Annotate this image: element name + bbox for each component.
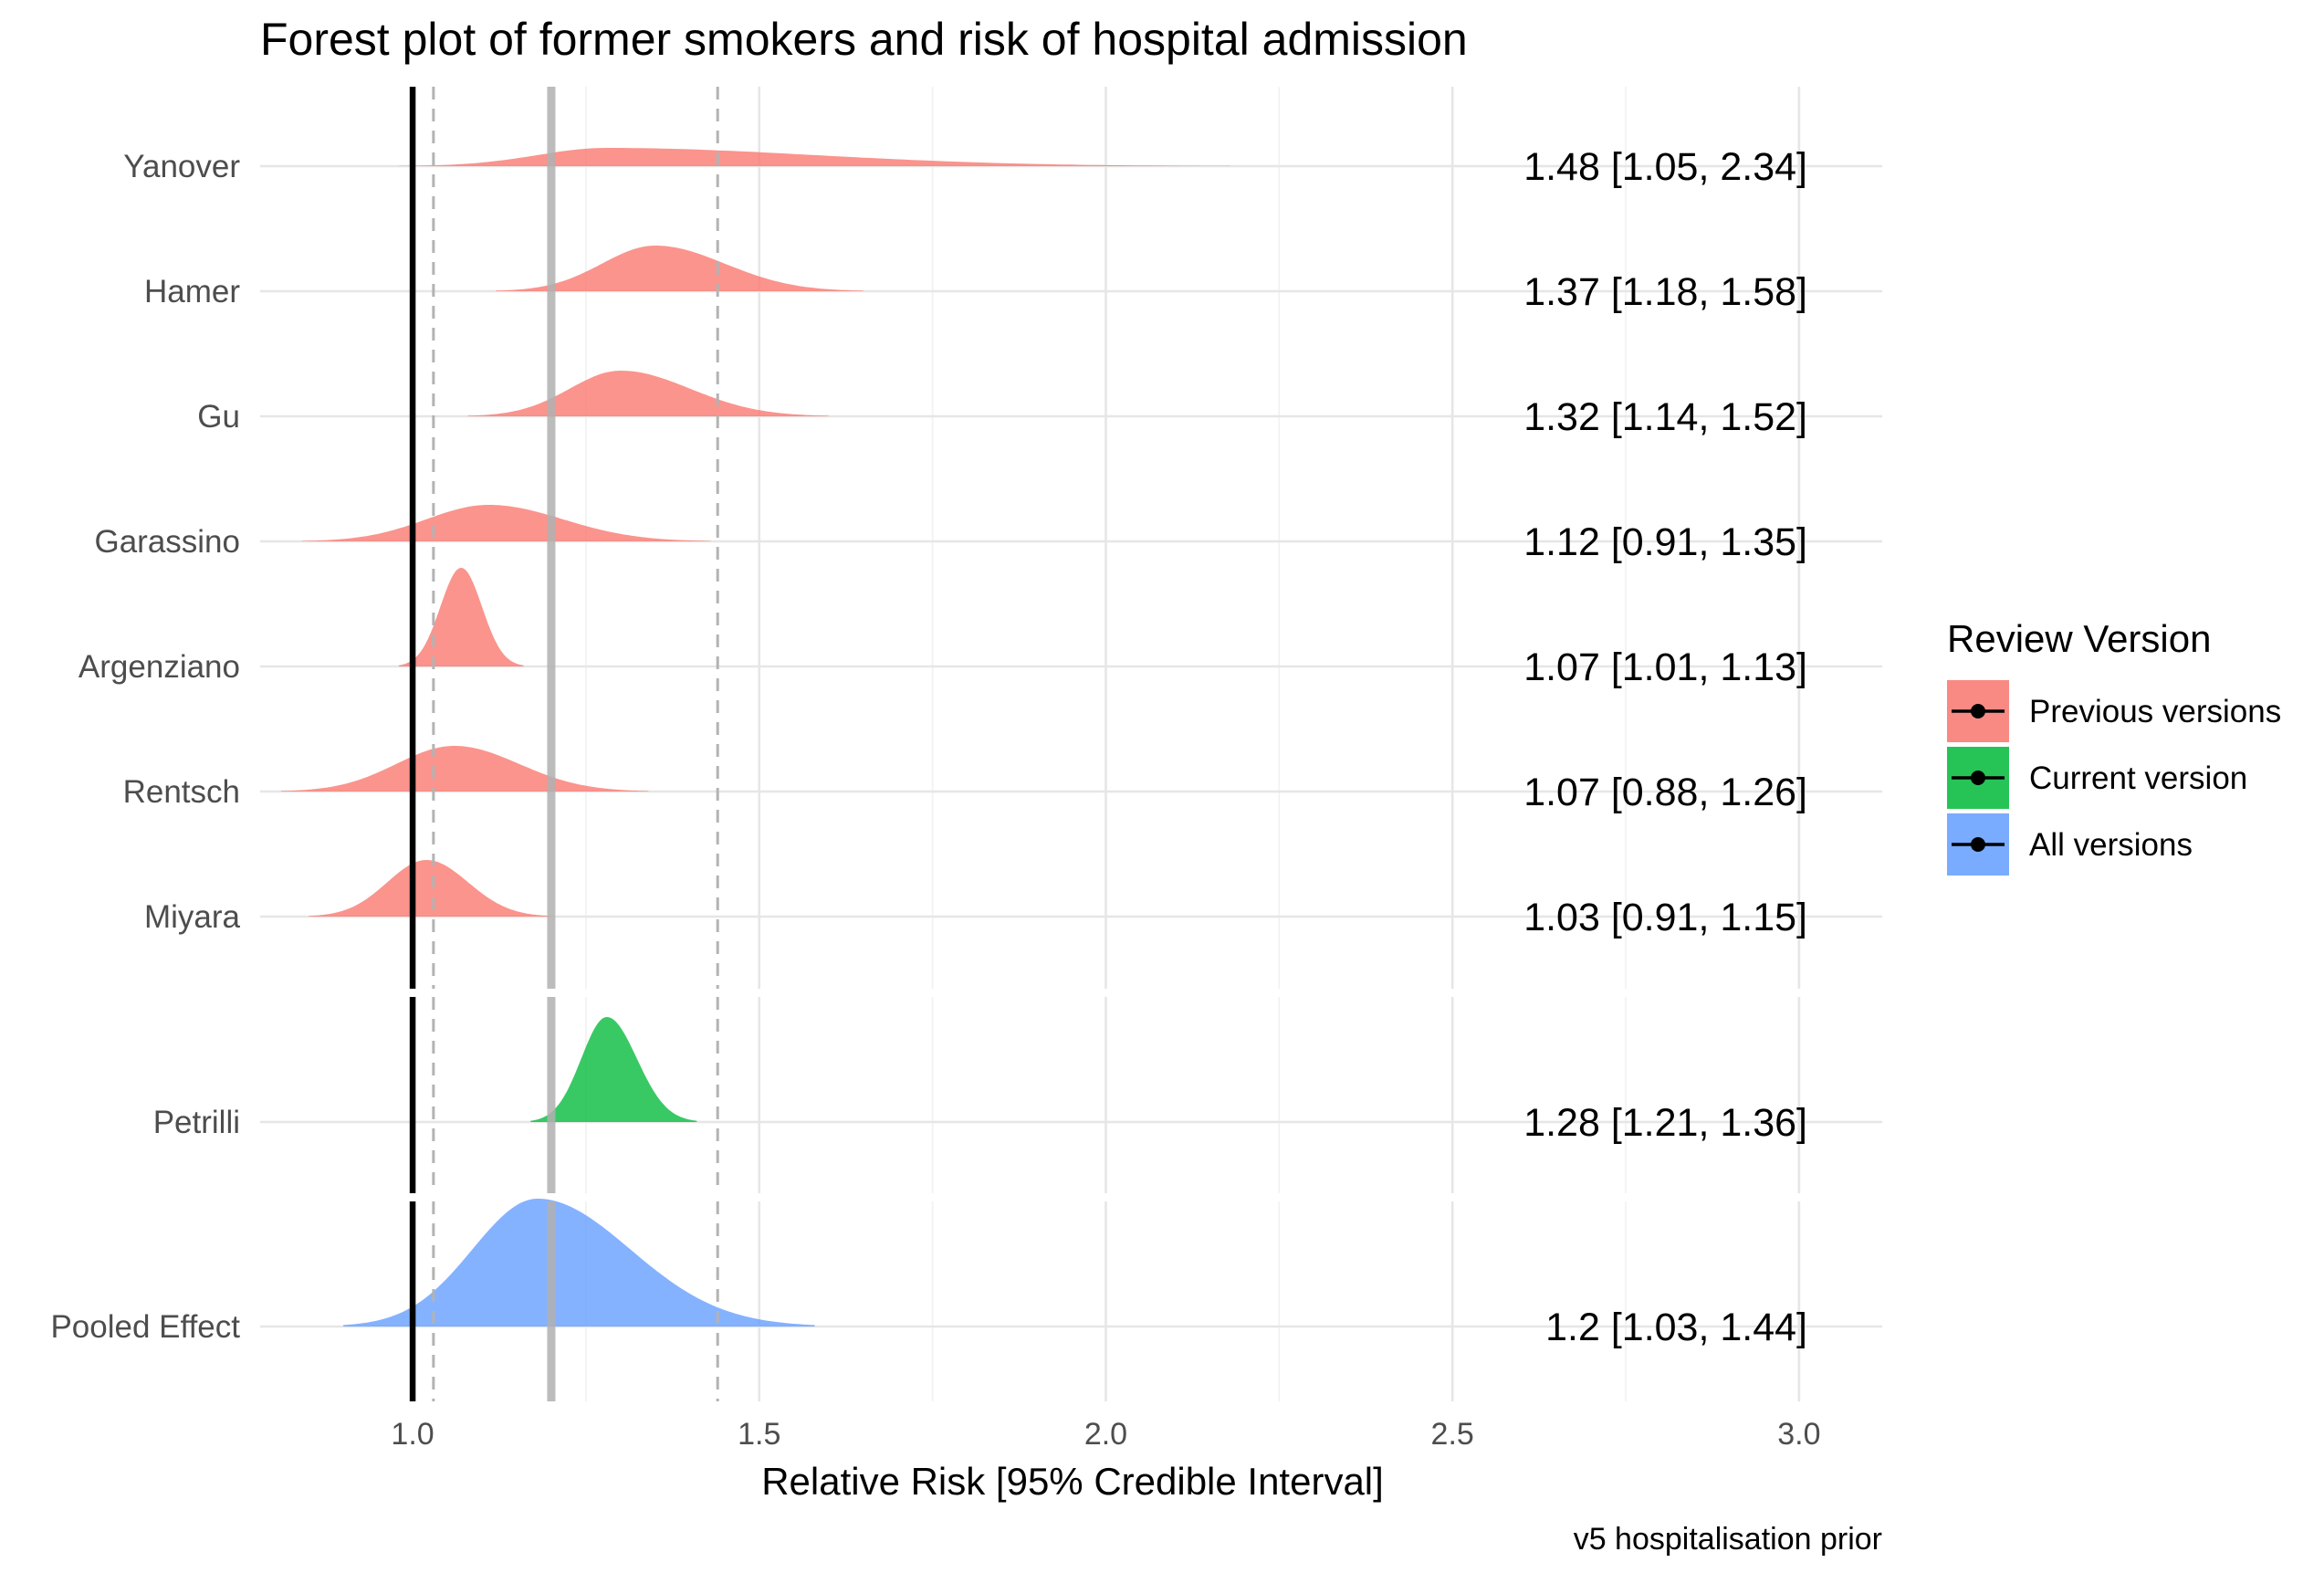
- density-pooled-effect: [343, 1199, 815, 1327]
- estimate-label: 1.32 [1.14, 1.52]: [1523, 395, 1807, 439]
- study-label: Petrilli: [153, 1105, 240, 1140]
- x-tick-label: 2.5: [1431, 1417, 1474, 1452]
- facet-gap: [260, 989, 1882, 997]
- x-tick-label: 3.0: [1777, 1417, 1820, 1452]
- study-label: Yanover: [123, 149, 240, 184]
- estimate-label: 1.07 [0.88, 1.26]: [1523, 771, 1807, 814]
- x-tick-label: 2.0: [1084, 1417, 1127, 1452]
- chart-title: Forest plot of former smokers and risk o…: [260, 14, 1468, 65]
- density-miyara: [309, 860, 551, 917]
- density-yanover: [398, 148, 1231, 166]
- legend-point: [1971, 771, 1985, 785]
- density-hamer: [496, 246, 864, 291]
- estimate-label: 1.48 [1.05, 2.34]: [1523, 145, 1807, 189]
- legend-label: Previous versions: [2029, 694, 2281, 729]
- study-label: Hamer: [144, 274, 240, 309]
- x-tick-label: 1.5: [738, 1417, 780, 1452]
- reference-lines: [409, 87, 719, 1401]
- legend-keys: Previous versions Current version All vers…: [1947, 680, 2281, 876]
- estimate-label: 1.2 [1.03, 1.44]: [1545, 1306, 1807, 1349]
- estimate-label: 1.37 [1.18, 1.58]: [1523, 270, 1807, 314]
- legend-label: All versions: [2029, 827, 2193, 863]
- study-label: Pooled Effect: [50, 1309, 240, 1345]
- legend: Review Version Previous versions Current …: [1947, 617, 2281, 876]
- study-label: Rentsch: [123, 774, 240, 810]
- study-labels: Yanover Hamer Gu Garassino Argenziano Rentsch…: [50, 149, 240, 1345]
- density-petrilli: [530, 1017, 697, 1122]
- estimate-labels: 1.48 [1.05, 2.34] 1.37 [1.18, 1.58] 1.32 […: [1523, 145, 1807, 1349]
- estimate-label: 1.28 [1.21, 1.36]: [1523, 1101, 1807, 1145]
- density-garassino: [301, 505, 711, 541]
- legend-label: Current version: [2029, 760, 2247, 796]
- density-rentsch: [280, 746, 649, 792]
- legend-point: [1971, 704, 1985, 718]
- estimate-label: 1.03 [0.91, 1.15]: [1523, 896, 1807, 939]
- legend-title: Review Version: [1947, 617, 2211, 660]
- x-axis-label: Relative Risk [95% Credible Interval]: [761, 1460, 1384, 1503]
- density-argenziano: [398, 568, 524, 666]
- legend-point: [1971, 837, 1985, 852]
- facet-gaps: [260, 989, 1882, 1201]
- estimate-label: 1.12 [0.91, 1.35]: [1523, 520, 1807, 564]
- estimate-label: 1.07 [1.01, 1.13]: [1523, 645, 1807, 689]
- x-tick-labels: 1.0 1.5 2.0 2.5 3.0: [391, 1417, 1820, 1452]
- densities: [280, 148, 1231, 1327]
- caption: v5 hospitalisation prior: [1574, 1522, 1882, 1557]
- facet-gap: [260, 1193, 1882, 1201]
- x-tick-label: 1.0: [391, 1417, 434, 1452]
- study-label: Garassino: [94, 524, 240, 560]
- study-label: Gu: [197, 399, 240, 435]
- density-gu: [467, 371, 829, 416]
- study-label: Miyara: [144, 899, 241, 935]
- study-label: Argenziano: [79, 649, 240, 685]
